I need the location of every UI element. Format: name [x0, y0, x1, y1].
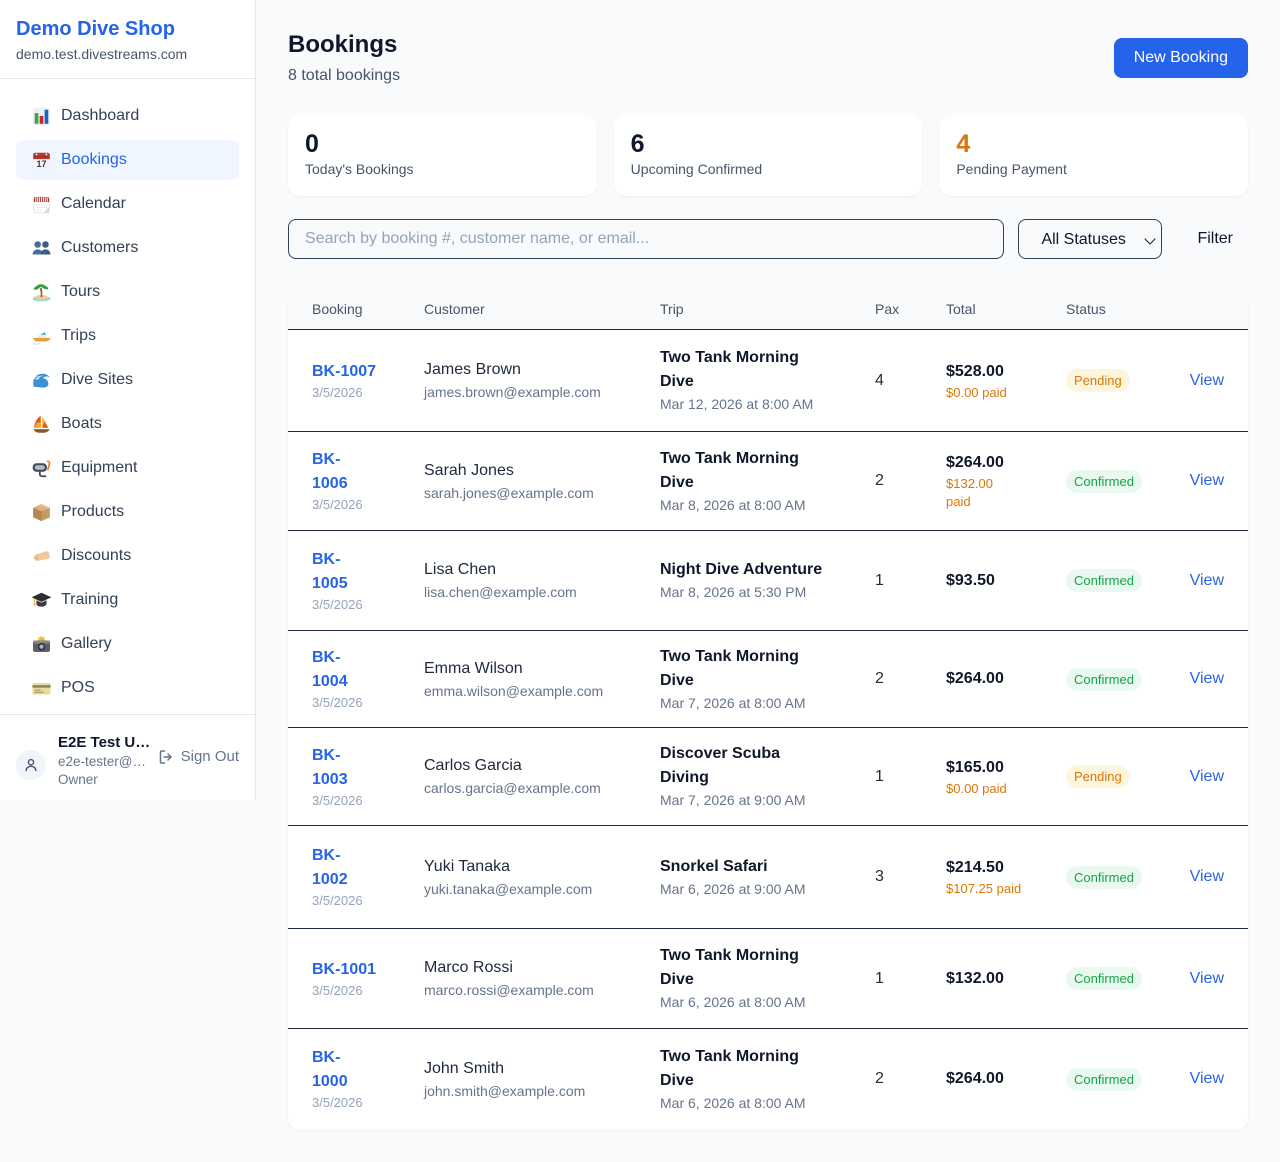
svg-text:17: 17	[36, 158, 46, 168]
